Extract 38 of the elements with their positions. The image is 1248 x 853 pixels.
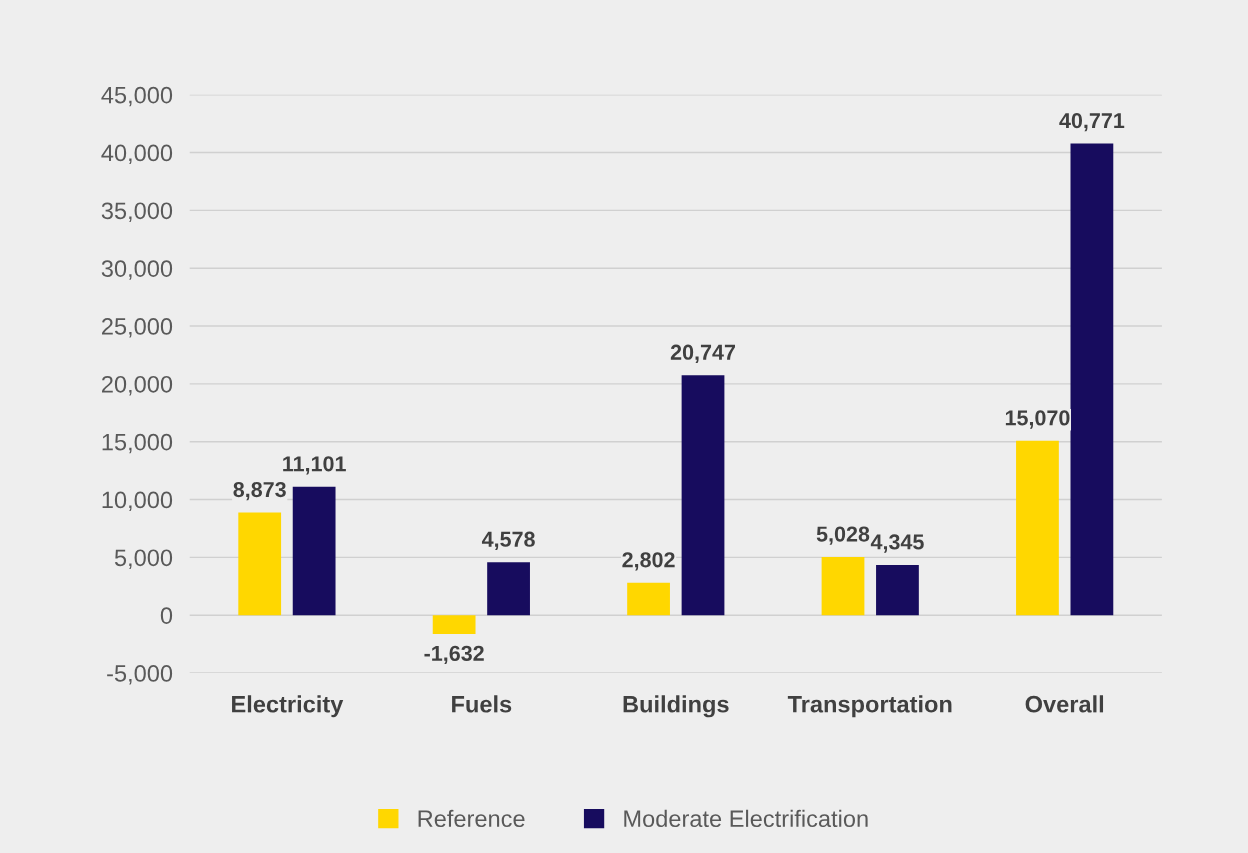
x-tick-label: Fuels	[452, 695, 512, 713]
bar	[681, 375, 725, 616]
bar	[1016, 440, 1059, 616]
y-tick-label: 25,000	[102, 318, 173, 338]
bar	[487, 562, 530, 616]
y-tick-label: -5,000	[107, 665, 173, 685]
data-label: 8,873	[233, 481, 286, 501]
y-tick-label: 20,000	[102, 375, 173, 396]
data-label: 5,028	[816, 526, 870, 545]
bar	[432, 615, 476, 635]
data-label: 4,578	[481, 531, 535, 550]
bar	[876, 564, 919, 616]
x-tick-label: Overall	[1025, 695, 1104, 713]
bar	[1070, 143, 1114, 616]
bar	[238, 512, 282, 616]
data-label: 4,345	[870, 534, 924, 553]
x-tick-label: Buildings	[623, 695, 729, 718]
y-tick-label: 10,000	[102, 491, 173, 512]
bar	[292, 486, 336, 616]
y-tick-label: 5,000	[114, 549, 173, 569]
legend-label: Moderate Electrification	[624, 809, 868, 828]
x-tick-label: Transportation	[787, 695, 952, 718]
data-label: 11,101	[283, 456, 346, 475]
bar	[627, 582, 670, 616]
data-label: 2,802	[622, 552, 675, 571]
data-label: 40,771	[1059, 112, 1125, 132]
y-tick-label: 30,000	[101, 260, 173, 280]
data-label: 15,070	[1005, 410, 1070, 429]
bar	[821, 557, 865, 616]
data-label: -1,632	[424, 645, 484, 665]
y-tick-label: 35,000	[101, 202, 173, 222]
y-tick-label: 15,000	[102, 433, 173, 454]
data-label: 20,747	[670, 344, 735, 363]
legend-label: Reference	[418, 809, 525, 828]
y-tick-label: 40,000	[101, 144, 173, 165]
y-tick-label: 0	[160, 607, 173, 624]
y-tick-label: 45,000	[101, 86, 173, 107]
x-tick-label: Electricity	[232, 695, 344, 718]
